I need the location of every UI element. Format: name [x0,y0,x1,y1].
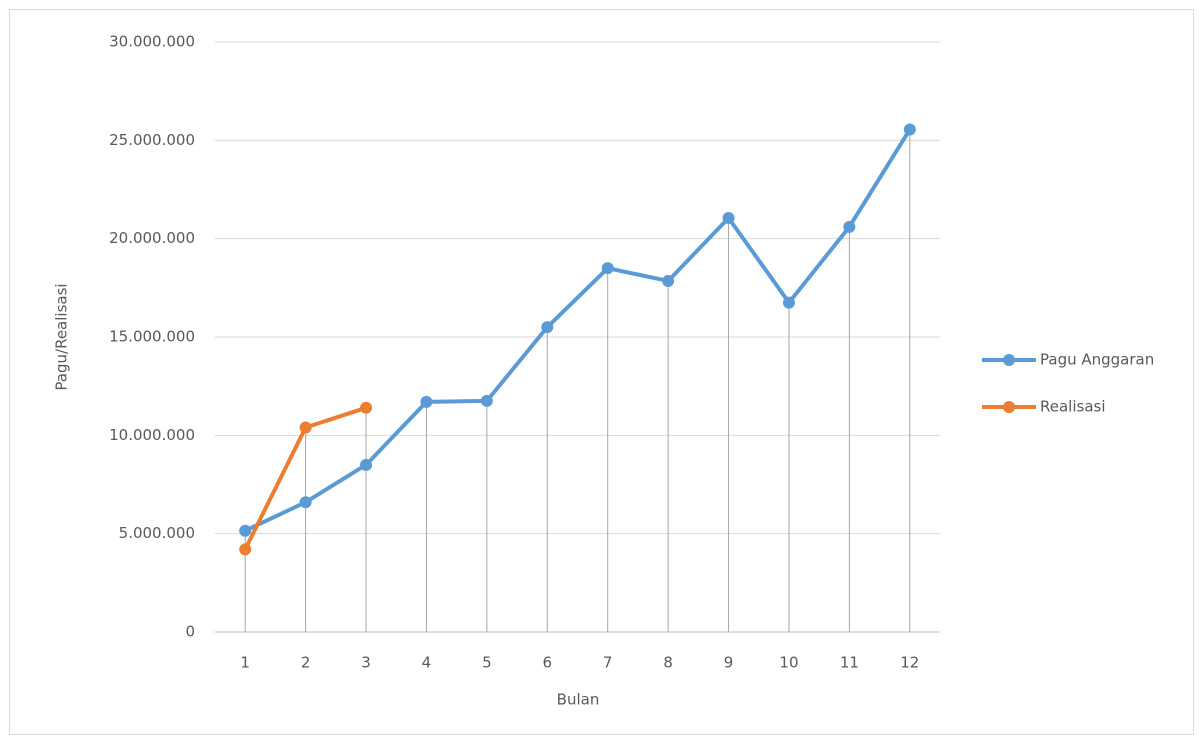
legend-label: Realisasi [1040,398,1106,416]
point [903,123,916,136]
point [722,212,735,225]
point [239,543,252,556]
y-tick-label: 0 [185,623,195,641]
x-tick-label: 5 [482,654,492,672]
point [480,394,493,407]
y-tick-label: 30.000.000 [109,33,195,51]
series-line [244,128,912,533]
y-tick-label: 25.000.000 [109,131,195,149]
legend-marker [1003,401,1015,413]
y-tick-label: 5.000.000 [119,524,195,542]
x-tick-label: 7 [603,654,613,672]
point [299,496,312,509]
point [420,395,433,408]
y-tick-label: 20.000.000 [109,229,195,247]
x-axis-label: Bulan [557,691,600,709]
x-tick-label: 4 [422,654,432,672]
point [541,321,554,334]
point [299,421,312,434]
point [360,401,373,414]
x-tick-label: 2 [301,654,311,672]
x-tick-label: 1 [240,654,250,672]
point [601,262,614,275]
x-tick-label: 9 [724,654,734,672]
point [239,524,252,537]
x-tick-label: 11 [840,654,859,672]
point [782,296,795,309]
legend-label: Pagu Anggaran [1040,351,1154,369]
y-axis-label: Pagu/Realisasi [53,283,71,390]
y-tick-label: 10.000.000 [109,426,195,444]
x-tick-label: 12 [900,654,919,672]
legend-marker [1003,354,1015,366]
point [662,274,675,287]
x-tick-label: 10 [779,654,798,672]
x-tick-label: 3 [361,654,371,672]
x-tick-label: 8 [663,654,673,672]
point [843,220,856,233]
point [360,458,373,471]
chart-border [9,9,1194,735]
x-tick-label: 6 [543,654,553,672]
y-tick-label: 15.000.000 [109,328,195,346]
